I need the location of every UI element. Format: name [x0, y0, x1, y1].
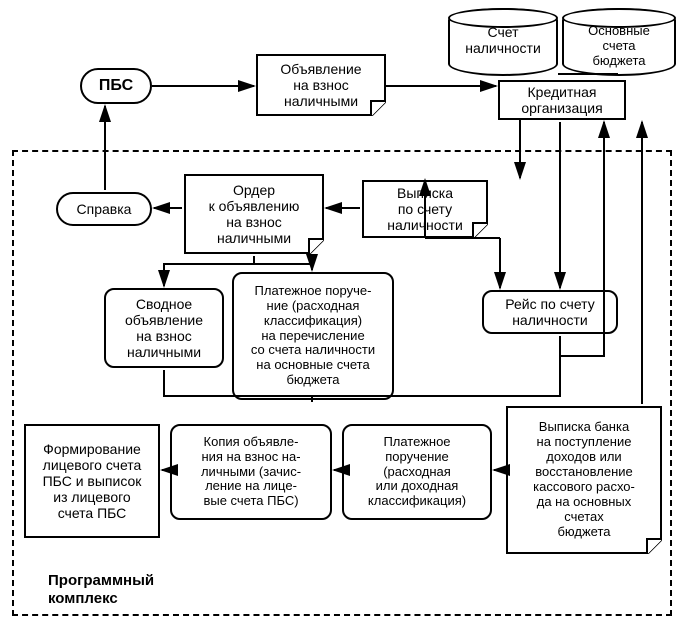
node-platezh2-label: Платежноепоручение(расходнаяили доходная…: [368, 435, 466, 510]
node-vypiska-cash-label: Выпискапо счетуналичности: [387, 185, 463, 233]
label-program-complex-text: Программныйкомплекс: [48, 572, 154, 607]
flowchart-canvas: Счетналичности Основныесчетабюджета ПБС …: [0, 0, 682, 632]
cylinder-main-accounts: Основныесчетабюджета: [562, 8, 676, 76]
node-pbs: ПБС: [80, 68, 152, 104]
node-vypiska-cash: Выпискапо счетуналичности: [362, 180, 488, 238]
node-pbs-label: ПБС: [99, 77, 133, 95]
cylinder-cash-label: Счетналичности: [450, 24, 556, 56]
node-obyavlenie-label: Объявлениена взносналичными: [280, 61, 361, 109]
label-program-complex: Программныйкомплекс: [48, 572, 154, 608]
node-order: Ордерк объявлениюна взносналичными: [184, 174, 324, 254]
node-spravka-label: Справка: [77, 201, 132, 217]
node-svodnoe: Сводноеобъявлениена взносналичными: [104, 288, 224, 368]
node-platezh-rash-label: Платежное поруче-ние (расходнаяклассифик…: [251, 284, 375, 389]
node-order-label: Ордерк объявлениюна взносналичными: [209, 182, 300, 246]
cylinder-cash-account: Счетналичности: [448, 8, 558, 76]
node-svodnoe-label: Сводноеобъявлениена взносналичными: [125, 296, 203, 360]
node-formir: Формированиелицевого счетаПБС и выписоки…: [24, 424, 160, 538]
node-reis: Рейс по счетуналичности: [482, 290, 618, 334]
node-spravka: Справка: [56, 192, 152, 226]
node-formir-label: Формированиелицевого счетаПБС и выписоки…: [43, 441, 142, 521]
node-kredit-org-label: Кредитнаяорганизация: [521, 84, 602, 116]
node-platezh-rash: Платежное поруче-ние (расходнаяклассифик…: [232, 272, 394, 400]
node-kopiya-label: Копия объявле-ния на взнос на-личными (з…: [201, 435, 301, 510]
node-vypiska-bank: Выписка банкана поступлениедоходов иливо…: [506, 406, 662, 554]
node-kredit-org: Кредитнаяорганизация: [498, 80, 626, 120]
node-kopiya: Копия объявле-ния на взнос на-личными (з…: [170, 424, 332, 520]
node-obyavlenie: Объявлениена взносналичными: [256, 54, 386, 116]
cylinder-main-label: Основныесчетабюджета: [564, 24, 674, 69]
node-vypiska-bank-label: Выписка банкана поступлениедоходов иливо…: [533, 420, 635, 540]
node-platezh2: Платежноепоручение(расходнаяили доходная…: [342, 424, 492, 520]
node-reis-label: Рейс по счетуналичности: [505, 296, 595, 328]
